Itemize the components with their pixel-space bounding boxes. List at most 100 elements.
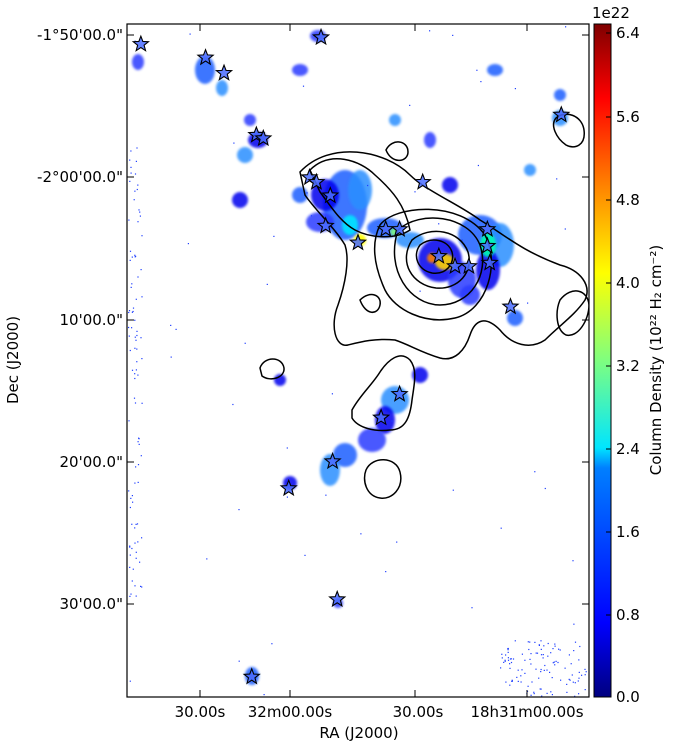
noise-pixel: [521, 653, 523, 655]
noise-pixel: [128, 311, 130, 314]
noise-pixel: [517, 669, 519, 671]
noise-pixel: [137, 441, 139, 443]
noise-pixel: [233, 142, 235, 144]
emission-clump: [358, 428, 386, 452]
source-star: [480, 253, 499, 271]
noise-pixel: [130, 172, 132, 174]
noise-pixel: [141, 358, 143, 360]
noise-pixel: [540, 668, 542, 671]
noise-pixel: [133, 199, 135, 201]
y-tick-label: -1°50'00.0": [37, 26, 123, 44]
noise-pixel: [128, 219, 130, 221]
colorbar-gradient: [593, 23, 612, 698]
noise-pixel: [139, 211, 141, 213]
noise-pixel: [140, 585, 142, 587]
emission-clump: [424, 132, 436, 148]
noise-pixel: [132, 307, 135, 309]
noise-pixel: [135, 160, 137, 162]
source-star: [311, 27, 331, 46]
noise-pixel: [134, 347, 136, 349]
x-tick-label: 30.00s: [175, 703, 226, 721]
y-tick-label: 30'00.0": [59, 595, 123, 613]
noise-pixel: [244, 342, 246, 344]
source-star: [321, 186, 340, 204]
noise-pixel: [409, 104, 411, 106]
noise-pixel: [452, 34, 454, 36]
noise-pixel: [509, 658, 512, 660]
noise-pixel: [568, 678, 570, 680]
noise-pixel: [578, 659, 580, 661]
noise-pixel: [503, 661, 505, 663]
noise-pixel: [129, 595, 131, 597]
noise-pixel: [131, 523, 133, 525]
noise-pixel: [520, 675, 522, 677]
source-star: [279, 478, 298, 497]
contour-lines: [259, 113, 589, 499]
noise-pixel: [137, 481, 139, 483]
noise-pixel: [527, 685, 529, 687]
noise-pixel: [527, 641, 529, 643]
emission-clump: [244, 114, 256, 126]
noise-pixel: [132, 568, 134, 570]
noise-pixel: [131, 283, 133, 285]
noise-pixel: [512, 658, 515, 660]
noise-pixel: [136, 361, 138, 363]
x-tick-label: 30.00s: [393, 703, 444, 721]
noise-pixel: [139, 561, 141, 563]
noise-pixel: [461, 239, 463, 241]
noise-pixel: [476, 69, 478, 71]
noise-pixel: [138, 209, 140, 211]
noise-pixel: [129, 159, 131, 161]
noise-pixel: [141, 586, 143, 588]
noise-pixel: [511, 680, 513, 682]
source-star: [214, 63, 234, 81]
noise-pixel: [302, 85, 305, 87]
noise-pixel: [536, 652, 539, 654]
noise-pixel: [511, 679, 513, 681]
colorbar-tick-label: 0.8: [616, 606, 640, 624]
noise-pixel: [385, 571, 387, 573]
source-star: [316, 216, 335, 234]
noise-pixel: [549, 671, 551, 673]
noise-pixel: [138, 437, 140, 439]
noise-pixel: [514, 88, 516, 90]
noise-pixel: [584, 674, 586, 676]
noise-pixel: [128, 310, 131, 312]
noise-pixel: [535, 652, 537, 654]
noise-pixel: [137, 374, 139, 376]
noise-pixel: [533, 691, 535, 693]
source-star: [390, 384, 409, 402]
y-axis: [127, 34, 589, 605]
noise-pixel: [134, 319, 136, 321]
noise-pixel: [501, 653, 503, 655]
noise-pixel: [569, 679, 571, 681]
noise-pixel: [429, 30, 431, 32]
emission-clump: [389, 114, 401, 126]
y-axis-title: Dec (J2000): [4, 316, 22, 404]
noise-pixel: [129, 566, 131, 568]
noise-pixel: [581, 674, 583, 676]
noise-pixel: [543, 669, 545, 671]
noise-pixel: [505, 654, 507, 656]
noise-pixel: [554, 643, 556, 645]
source-star: [242, 667, 261, 685]
noise-pixel: [471, 607, 473, 609]
noise-pixel: [135, 466, 137, 468]
noise-pixel: [286, 496, 288, 498]
emission-clump: [237, 147, 253, 163]
noise-pixel: [574, 682, 576, 684]
plot-area: [126, 23, 590, 698]
noise-pixel: [507, 648, 509, 650]
noise-pixel: [547, 642, 549, 645]
noise-pixel: [494, 253, 496, 255]
noise-pixel: [568, 654, 570, 656]
source-star: [552, 105, 571, 123]
noise-pixel: [570, 663, 572, 665]
noise-pixel: [286, 447, 288, 449]
noise-pixel: [501, 657, 503, 659]
source-star: [390, 219, 409, 237]
noise-pixel: [560, 679, 562, 681]
noise-pixel: [132, 501, 134, 503]
noise-pixel: [547, 655, 549, 657]
